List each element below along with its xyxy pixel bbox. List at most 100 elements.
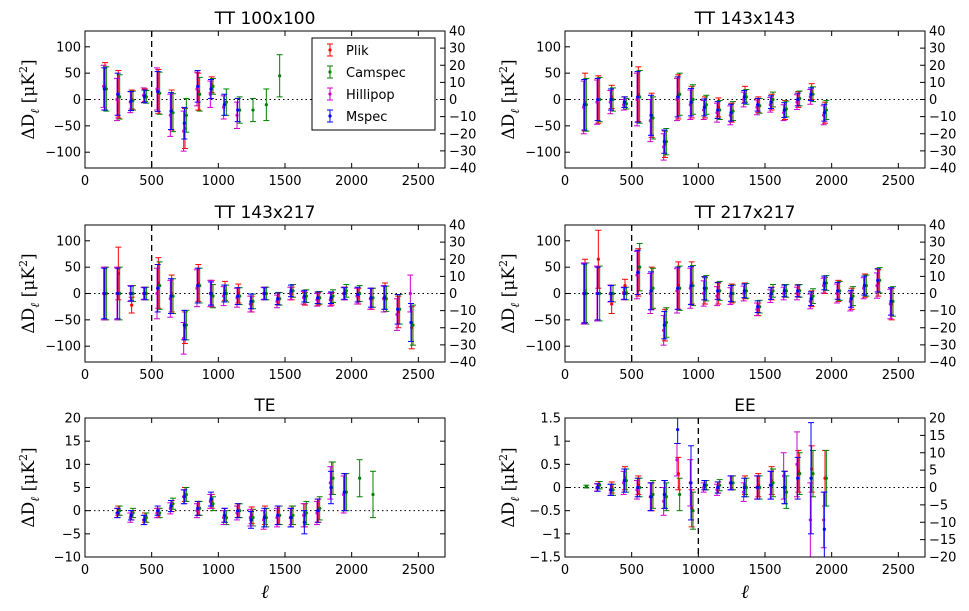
marker xyxy=(316,509,320,513)
x-tick-label: 2000 xyxy=(815,368,848,383)
data-point xyxy=(248,293,254,310)
data-point xyxy=(580,80,587,135)
data-point xyxy=(688,87,694,117)
x-tick-label: 500 xyxy=(139,563,164,578)
y-right-tick-label: −15 xyxy=(929,533,956,548)
data-point xyxy=(781,470,788,505)
data-point xyxy=(728,475,734,491)
y-axis-label: ΔDℓ [μK2] xyxy=(497,447,522,527)
y-right-tick-label: −30 xyxy=(449,144,476,159)
marker xyxy=(742,95,746,99)
marker xyxy=(409,320,413,325)
y-tick-label: 1 xyxy=(553,435,561,450)
y-right-tick-label: −10 xyxy=(929,516,956,531)
panel-title: TT 217x217 xyxy=(694,203,796,223)
y-right-tick-label: 5 xyxy=(929,464,937,479)
data-point xyxy=(234,503,241,519)
y-axis-label-part: ℓ xyxy=(508,109,522,114)
data-point xyxy=(154,67,160,111)
data-point xyxy=(608,285,614,302)
data-point xyxy=(581,263,588,324)
marker xyxy=(636,270,640,275)
data-point xyxy=(340,475,347,514)
data-point xyxy=(330,461,336,495)
marker xyxy=(716,289,720,293)
marker xyxy=(822,281,826,285)
data-point xyxy=(263,88,270,122)
data-point xyxy=(221,93,228,116)
marker xyxy=(769,291,773,296)
data-point xyxy=(594,77,601,122)
data-point xyxy=(808,422,814,535)
marker xyxy=(302,520,306,524)
marker xyxy=(702,286,706,290)
data-point xyxy=(674,268,680,314)
marker xyxy=(824,476,828,480)
data-point xyxy=(101,267,108,320)
data-point xyxy=(608,294,615,315)
data-point xyxy=(768,95,774,109)
marker xyxy=(182,121,186,125)
data-point xyxy=(676,72,683,116)
y-tick-label: −10 xyxy=(54,551,81,566)
marker xyxy=(249,299,253,304)
marker xyxy=(222,103,226,107)
marker xyxy=(876,278,880,282)
marker xyxy=(358,476,362,480)
marker xyxy=(662,323,666,327)
y-right-tick-label: 0 xyxy=(929,93,937,108)
data-point xyxy=(795,449,802,493)
x-tick-label: 500 xyxy=(139,174,164,189)
data-point xyxy=(650,480,656,509)
y-right-tick-label: 10 xyxy=(929,76,946,91)
legend-marker xyxy=(328,92,332,96)
data-point xyxy=(621,468,628,493)
data-point xyxy=(168,92,174,131)
data-point xyxy=(394,294,401,325)
x-tick-label: 500 xyxy=(619,368,644,383)
marker xyxy=(184,113,188,117)
y-right-tick-label: 20 xyxy=(449,253,466,268)
panel-title: TE xyxy=(253,396,275,416)
marker xyxy=(622,291,626,296)
marker xyxy=(849,297,853,301)
series-mspec xyxy=(114,470,348,535)
marker xyxy=(196,283,200,288)
x-tick-label: 1500 xyxy=(268,368,301,383)
y-right-tick-label: −20 xyxy=(449,321,476,336)
x-tick-label: 0 xyxy=(561,563,569,578)
x-tick-label: 0 xyxy=(81,368,89,383)
y-axis-label-part: 2 xyxy=(497,260,510,267)
data-point xyxy=(820,105,827,126)
marker xyxy=(636,485,640,490)
data-point xyxy=(235,283,242,304)
y-axis-label-part: 2 xyxy=(17,260,30,267)
y-right-tick-label: −40 xyxy=(449,356,476,371)
data-point xyxy=(714,101,721,119)
marker xyxy=(369,296,373,300)
marker xyxy=(584,484,588,489)
marker xyxy=(289,516,293,520)
y-right-tick-label: 15 xyxy=(929,429,946,444)
y-right-tick-label: 0 xyxy=(449,287,457,302)
data-point xyxy=(676,265,683,311)
marker xyxy=(676,286,680,290)
y-axis-label-part: [μK xyxy=(499,73,519,109)
x-tick-label: 2500 xyxy=(882,563,915,578)
data-point xyxy=(622,466,628,491)
x-tick-label: 500 xyxy=(139,368,164,383)
marker xyxy=(222,291,226,296)
marker xyxy=(102,87,106,91)
y-axis-label-part: ΔD xyxy=(19,502,39,528)
data-point xyxy=(595,229,602,289)
y-axis-label-part: ΔD xyxy=(499,502,519,528)
data-point xyxy=(703,94,710,115)
data-point xyxy=(808,87,814,102)
marker xyxy=(209,497,213,501)
data-point xyxy=(861,275,868,296)
marker xyxy=(756,305,760,309)
data-point xyxy=(688,489,695,528)
